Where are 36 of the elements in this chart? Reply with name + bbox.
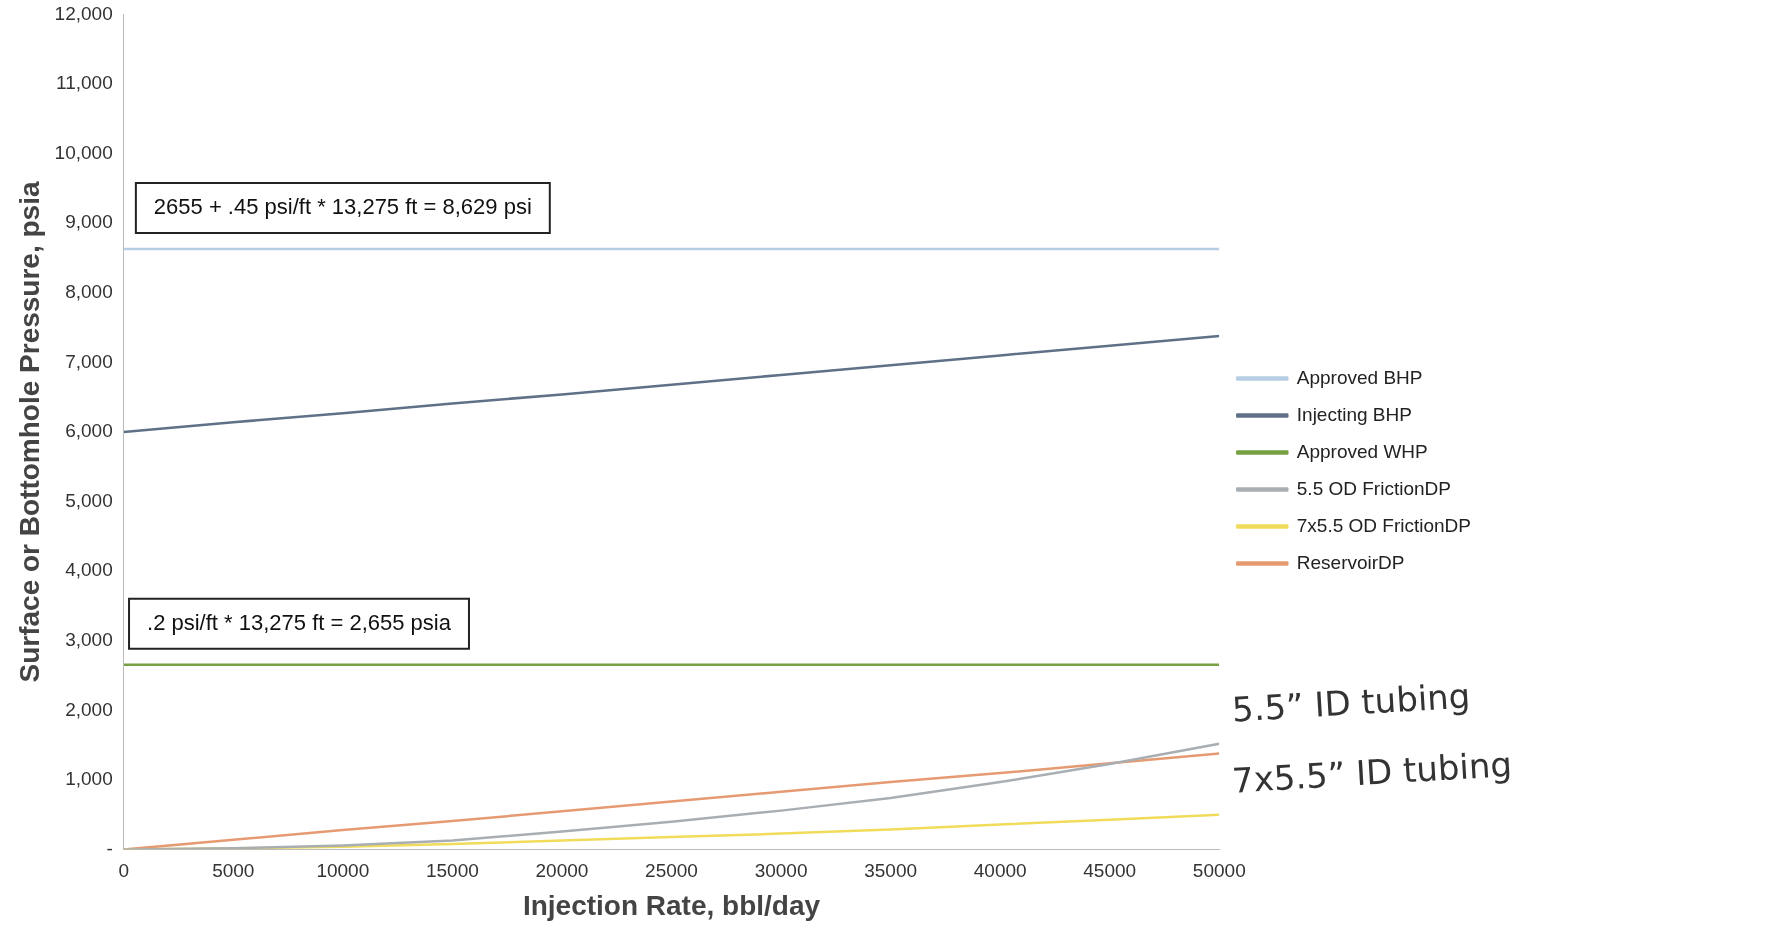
y-tick-label: 12,000 [54, 2, 113, 24]
legend-label: Approved BHP [1296, 366, 1423, 388]
x-axis-title: Injection Rate, bbl/day [522, 889, 821, 921]
x-tick-label: 35000 [864, 860, 918, 882]
legend-label: ReservoirDP [1296, 551, 1405, 573]
y-axis-title: Surface or Bottomhole Pressure, psia [13, 181, 45, 683]
y-tick-label: 9,000 [65, 211, 113, 233]
annotation: .2 psi/ft * 13,275 ft = 2,655 psia [147, 609, 452, 635]
x-tick-label: 0 [118, 860, 129, 882]
x-tick-label: 5000 [212, 860, 255, 882]
y-tick-label: 6,000 [65, 420, 113, 442]
legend-label: Injecting BHP [1296, 403, 1412, 425]
legend-label: 5.5 OD FrictionDP [1296, 477, 1451, 499]
legend-label: 7x5.5 OD FrictionDP [1296, 514, 1472, 536]
x-tick-label: 40000 [973, 860, 1027, 882]
annotation: 7x5.5” ID tubing [1230, 743, 1514, 801]
x-tick-label: 25000 [645, 860, 698, 882]
x-tick-label: 10000 [316, 860, 370, 882]
y-tick-label: 8,000 [65, 281, 113, 303]
x-tick-label: 20000 [535, 860, 589, 882]
y-tick-label: 7,000 [65, 350, 113, 372]
y-tick-label: 4,000 [65, 559, 113, 581]
legend-label: Approved WHP [1296, 440, 1428, 462]
y-tick-label: 2,000 [65, 698, 113, 720]
y-tick-label: 10,000 [54, 141, 113, 163]
y-tick-label: 5,000 [65, 489, 113, 511]
annotation: 2655 + .45 psi/ft * 13,275 ft = 8,629 psi [153, 194, 532, 220]
y-tick-label: - [106, 837, 113, 859]
annotation: 5.5” ID tubing [1230, 675, 1472, 730]
x-tick-label: 30000 [754, 860, 808, 882]
y-tick-label: 1,000 [65, 768, 113, 790]
y-tick-label: 11,000 [56, 72, 113, 94]
x-tick-label: 15000 [425, 860, 479, 882]
x-tick-label: 50000 [1192, 860, 1246, 882]
y-tick-label: 3,000 [65, 629, 113, 651]
x-tick-label: 45000 [1083, 860, 1137, 882]
